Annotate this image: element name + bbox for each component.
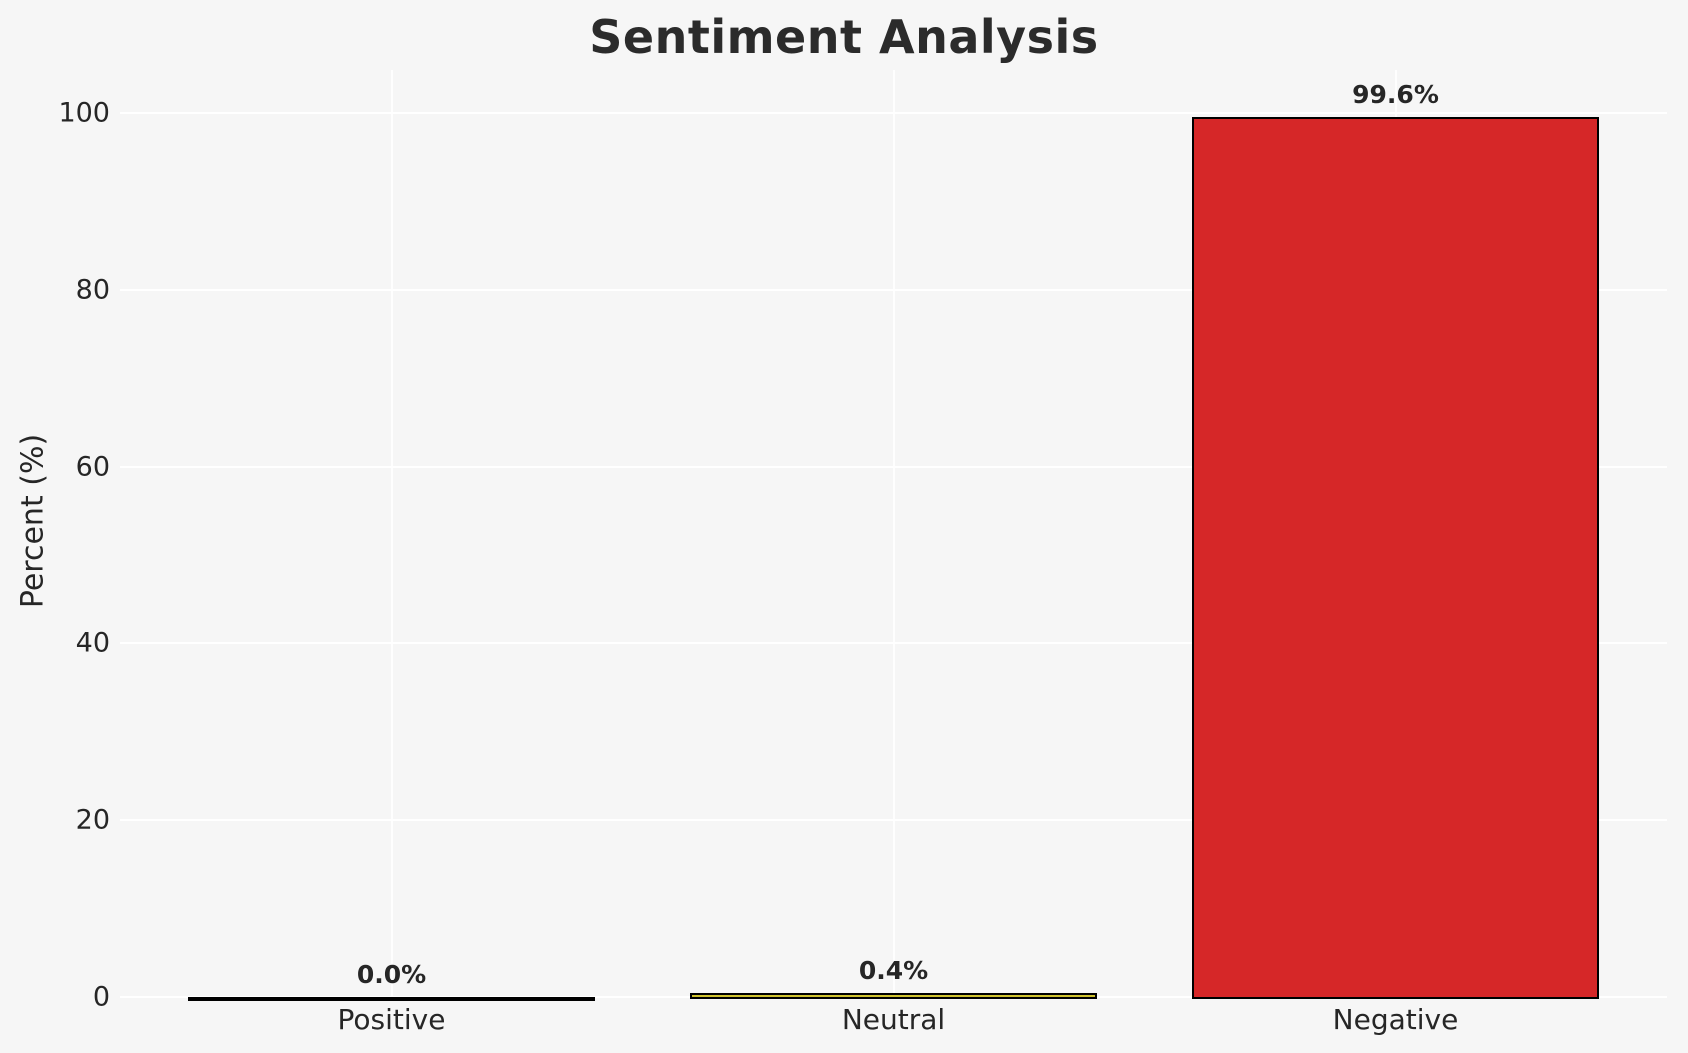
x-tick-label-positive: Positive [337, 1003, 446, 1036]
y-tick-label: 0 [92, 981, 110, 1013]
bar-neutral [690, 993, 1097, 999]
value-label-neutral: 0.4% [858, 956, 929, 986]
y-tick-label: 40 [75, 627, 110, 659]
y-tick-label: 100 [58, 97, 110, 129]
gridline-v [390, 70, 393, 997]
gridline-v [892, 70, 895, 997]
value-label-positive: 0.0% [356, 960, 427, 989]
y-tick-label: 20 [75, 804, 110, 836]
y-tick-label: 80 [75, 274, 110, 306]
x-tick-label-negative: Negative [1332, 1003, 1459, 1036]
bar-negative [1192, 116, 1599, 999]
chart-title: Sentiment Analysis [589, 10, 1099, 64]
y-tick-label: 60 [75, 451, 110, 483]
x-tick-label-neutral: Neutral [841, 1003, 946, 1036]
bar-positive [188, 997, 595, 1001]
value-label-negative: 99.6% [1352, 79, 1439, 109]
